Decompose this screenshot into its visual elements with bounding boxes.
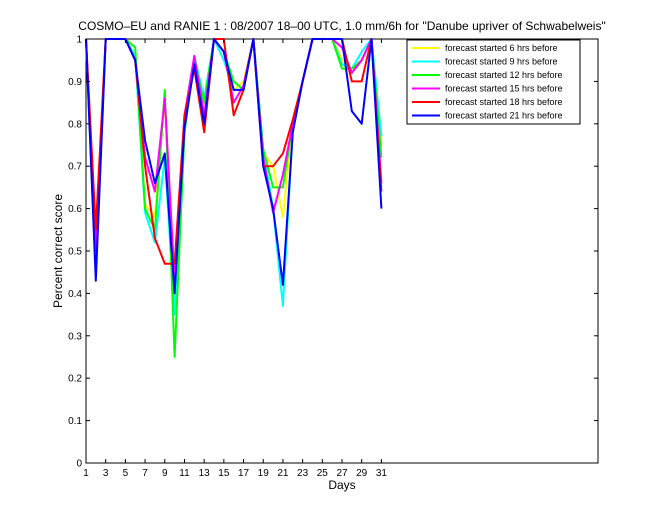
y-axis: 0 0.1 0.2 0.3 0.4 0.5 0.6 0.7 0.8 0.9 1 <box>68 35 598 470</box>
y-tick-label: 1 <box>76 35 82 46</box>
x-tick-label: 5 <box>123 468 129 479</box>
x-tick-label: 19 <box>258 468 270 479</box>
x-axis: 1 3 5 7 9 11 13 15 17 19 21 23 25 27 29 31 <box>83 39 387 479</box>
series-line-6 <box>85 38 383 295</box>
chart-title: COSMO–EU and RANIE 1 : 08/2007 18–00 UTC… <box>78 19 605 33</box>
legend-label: forecast started 6 hrs before <box>445 43 558 53</box>
legend-label: forecast started 18 hrs before <box>445 97 563 107</box>
x-tick-label: 23 <box>297 468 309 479</box>
y-tick-label: 0.7 <box>68 162 82 173</box>
y-tick-label: 0.3 <box>68 331 82 342</box>
x-tick-label: 17 <box>238 468 250 479</box>
x-tick-label: 3 <box>103 468 109 479</box>
legend-label: forecast started 9 hrs before <box>445 57 558 67</box>
y-tick-label: 0.4 <box>68 289 82 300</box>
legend-box <box>406 39 581 125</box>
legend-label: forecast started 21 hrs before <box>445 111 563 121</box>
x-tick-label: 31 <box>376 468 388 479</box>
legend: forecast started 6 hrs before forecast st… <box>406 39 581 125</box>
x-tick-label: 29 <box>356 468 368 479</box>
x-tick-label: 11 <box>179 468 190 479</box>
y-tick-label: 0.8 <box>68 119 82 130</box>
legend-label: forecast started 15 hrs before <box>445 84 563 94</box>
y-tick-label: 0 <box>76 459 82 470</box>
y-tick-label: 0.9 <box>68 77 82 88</box>
x-tick-label: 13 <box>199 468 211 479</box>
legend-label: forecast started 12 hrs before <box>445 70 563 80</box>
x-tick-label: 7 <box>142 468 148 479</box>
x-tick-label: 15 <box>218 468 230 479</box>
x-tick-label: 25 <box>317 468 329 479</box>
y-axis-label: Percent correct score <box>51 194 65 308</box>
x-tick-label: 27 <box>336 468 348 479</box>
y-tick-label: 0.2 <box>68 374 82 385</box>
y-tick-label: 0.1 <box>68 416 82 427</box>
x-axis-label: Days <box>328 478 355 492</box>
y-tick-label: 0.5 <box>68 247 82 258</box>
y-tick-label: 0.6 <box>68 204 82 215</box>
series-layer <box>85 38 383 358</box>
x-tick-label: 1 <box>83 468 89 479</box>
x-tick-label: 21 <box>277 468 289 479</box>
x-tick-label: 9 <box>162 468 168 479</box>
